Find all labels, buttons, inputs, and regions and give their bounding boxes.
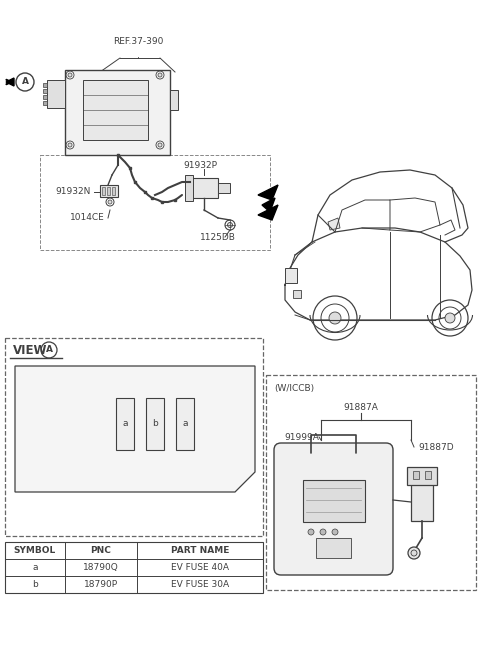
Circle shape — [68, 73, 72, 77]
Bar — [43, 95, 47, 99]
Bar — [185, 175, 193, 201]
Text: PNC: PNC — [91, 546, 111, 555]
Text: SYMBOL: SYMBOL — [14, 546, 56, 555]
Circle shape — [158, 143, 162, 147]
Text: 91887A: 91887A — [344, 403, 378, 413]
Text: 91887D: 91887D — [418, 443, 454, 451]
Text: 91932N: 91932N — [55, 187, 90, 196]
Bar — [176, 398, 194, 450]
Text: 1014CE: 1014CE — [70, 214, 105, 223]
Text: EV FUSE 40A: EV FUSE 40A — [171, 563, 229, 572]
Circle shape — [108, 200, 112, 204]
Bar — [407, 467, 437, 485]
Text: REF.37-390: REF.37-390 — [113, 37, 163, 47]
Polygon shape — [6, 78, 14, 86]
Bar — [43, 101, 47, 105]
Text: 18790Q: 18790Q — [83, 563, 119, 572]
Text: (W/ICCB): (W/ICCB) — [274, 384, 314, 392]
Bar — [43, 89, 47, 93]
Bar — [285, 268, 297, 283]
Polygon shape — [15, 366, 255, 492]
Bar — [190, 178, 218, 198]
Bar — [40, 155, 270, 250]
Bar — [112, 187, 115, 195]
Circle shape — [228, 223, 232, 227]
Bar — [266, 375, 476, 590]
Bar — [411, 483, 433, 521]
Bar — [218, 183, 230, 193]
Bar — [425, 471, 431, 479]
Bar — [316, 538, 351, 558]
Polygon shape — [262, 198, 275, 212]
Circle shape — [411, 550, 417, 556]
Text: 18790P: 18790P — [84, 580, 118, 589]
Bar — [170, 90, 178, 110]
Text: a: a — [122, 420, 128, 428]
Text: a: a — [32, 563, 38, 572]
Bar — [293, 290, 301, 298]
Text: b: b — [32, 580, 38, 589]
Text: 91999A: 91999A — [284, 432, 319, 442]
Text: A: A — [46, 346, 52, 355]
Circle shape — [408, 547, 420, 559]
Bar — [65, 70, 170, 155]
Text: VIEW: VIEW — [13, 344, 48, 357]
Bar — [83, 80, 148, 140]
Bar — [146, 398, 164, 450]
Circle shape — [329, 312, 341, 324]
Bar — [100, 185, 118, 197]
Circle shape — [445, 313, 455, 323]
Bar — [413, 471, 419, 479]
Text: a: a — [182, 420, 188, 428]
Polygon shape — [258, 205, 278, 220]
Circle shape — [308, 529, 314, 535]
FancyBboxPatch shape — [274, 443, 393, 575]
Text: EV FUSE 30A: EV FUSE 30A — [171, 580, 229, 589]
Circle shape — [320, 529, 326, 535]
Bar — [102, 187, 105, 195]
Text: 1125DB: 1125DB — [200, 233, 236, 242]
Bar — [303, 480, 365, 522]
Text: b: b — [152, 420, 158, 428]
Circle shape — [158, 73, 162, 77]
Bar — [43, 83, 47, 87]
Bar — [5, 338, 263, 536]
Bar — [116, 398, 134, 450]
Text: 91932P: 91932P — [183, 160, 217, 170]
Circle shape — [332, 529, 338, 535]
Bar — [47, 80, 65, 108]
Polygon shape — [328, 218, 340, 230]
Bar — [107, 187, 110, 195]
Bar — [5, 542, 263, 593]
Polygon shape — [258, 185, 278, 200]
Text: PART NAME: PART NAME — [171, 546, 229, 555]
Circle shape — [68, 143, 72, 147]
Text: A: A — [22, 78, 28, 87]
